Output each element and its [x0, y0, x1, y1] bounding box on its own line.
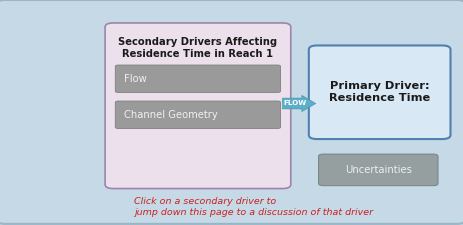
FancyBboxPatch shape [115, 65, 281, 92]
Text: Channel Geometry: Channel Geometry [124, 110, 217, 120]
FancyBboxPatch shape [115, 101, 281, 128]
Text: Flow: Flow [124, 74, 146, 84]
FancyBboxPatch shape [309, 45, 450, 139]
Text: Click on a secondary driver to
jump down this page to a discussion of that drive: Click on a secondary driver to jump down… [134, 197, 373, 217]
FancyBboxPatch shape [105, 23, 291, 189]
Text: Uncertainties: Uncertainties [345, 165, 412, 175]
Text: Secondary Drivers Affecting
Residence Time in Reach 1: Secondary Drivers Affecting Residence Ti… [118, 37, 277, 59]
Text: FLOW: FLOW [284, 101, 307, 106]
Text: Primary Driver:
Residence Time: Primary Driver: Residence Time [329, 81, 430, 103]
FancyArrow shape [282, 95, 316, 112]
FancyBboxPatch shape [319, 154, 438, 186]
